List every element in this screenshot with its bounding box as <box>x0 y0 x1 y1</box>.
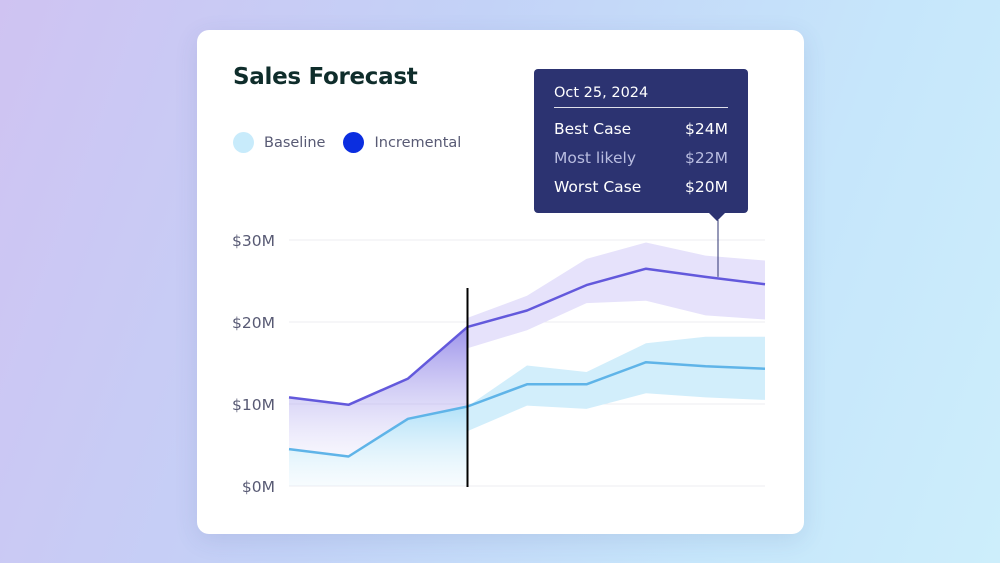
legend-baseline-swatch <box>233 132 254 153</box>
tooltip-most-likely-label: Most likely <box>554 149 636 167</box>
tooltip-best-case-label: Best Case <box>554 120 632 138</box>
tooltip-most-likely-value: $22M <box>685 149 728 167</box>
legend-incremental-swatch <box>343 132 365 153</box>
incremental-series-line <box>288 267 766 407</box>
baseline-forecast-band <box>467 336 765 432</box>
tooltip-worst-case-label: Worst Case <box>554 178 642 196</box>
forecast-tooltip: Oct 25, 2024 Best Case $24M Most likely … <box>534 69 748 221</box>
legend-item-baseline[interactable]: Baseline <box>233 132 325 153</box>
legend-item-incremental[interactable]: Incremental <box>343 132 461 153</box>
tooltip-row-best-case: Best Case $24M <box>554 120 728 138</box>
forecast-chart: $0M $10M $20M $30M <box>232 220 766 496</box>
tooltip-row-most-likely: Most likely $22M <box>554 149 728 167</box>
tooltip-date: Oct 25, 2024 <box>554 69 728 108</box>
chart-title: Sales Forecast <box>233 64 418 90</box>
y-tick-label: $20M <box>232 314 275 332</box>
incremental-forecast-band <box>467 242 765 349</box>
tooltip-worst-case-value: $20M <box>685 178 728 196</box>
y-tick-label: $0M <box>242 478 275 496</box>
baseline-series-line <box>288 360 766 458</box>
tooltip-row-worst-case: Worst Case $20M <box>554 178 728 196</box>
legend-baseline-label: Baseline <box>264 134 326 151</box>
y-tick-label: $30M <box>232 232 275 250</box>
legend-incremental-label: Incremental <box>374 134 462 151</box>
baseline-history-area <box>289 406 468 486</box>
sales-forecast-card: $0M $10M $20M $30M Sales Forecast Baseline … <box>197 30 804 534</box>
chart-legend: Baseline Incremental <box>233 132 479 153</box>
tooltip-best-case-value: $24M <box>685 120 728 138</box>
y-tick-label: $10M <box>232 396 275 414</box>
